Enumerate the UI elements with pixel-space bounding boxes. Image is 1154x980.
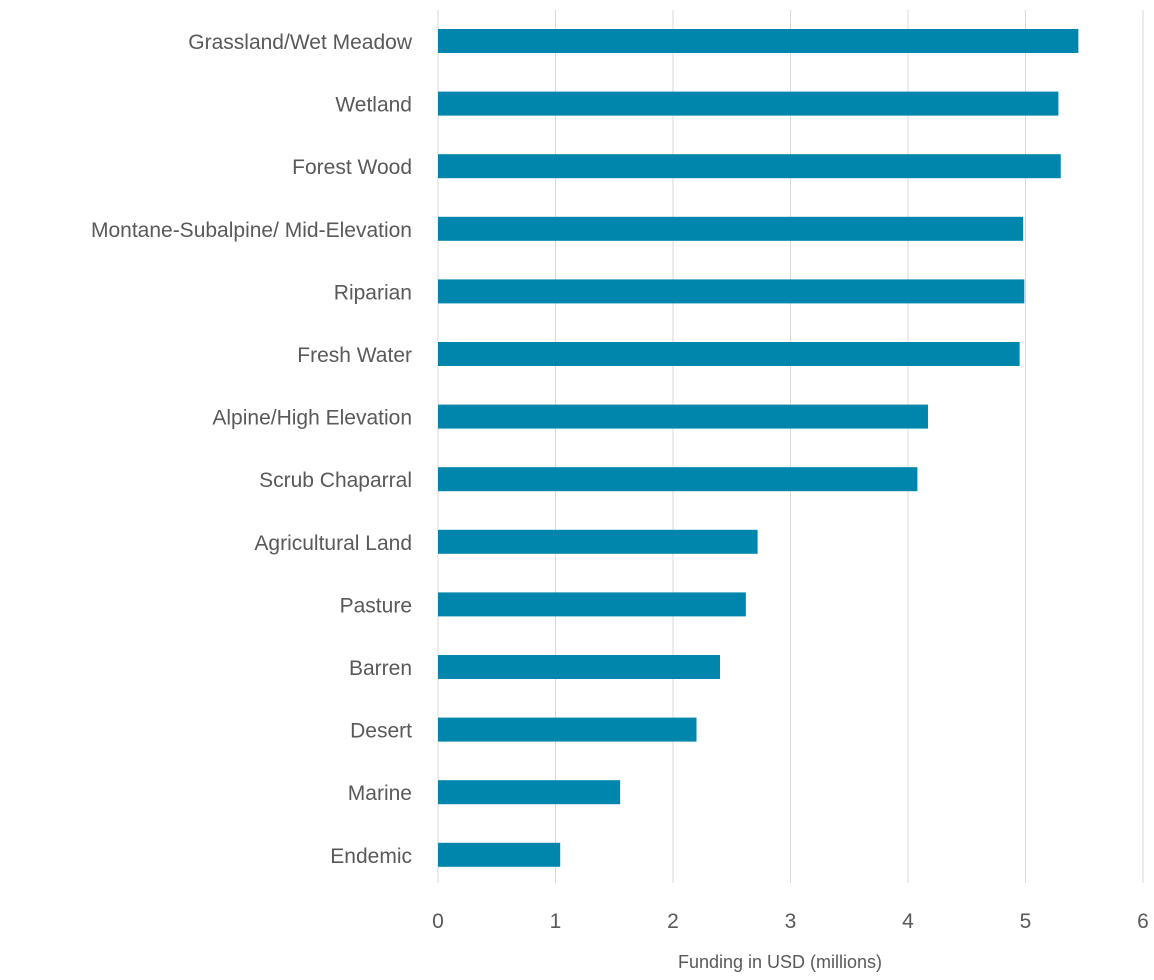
category-label-endemic: Endemic bbox=[330, 845, 412, 868]
x-tick-label-4: 4 bbox=[902, 910, 914, 933]
bar-barren bbox=[438, 655, 720, 679]
category-labels: Grassland/Wet Meadow Wetland Forest Wood Mo… bbox=[91, 31, 413, 868]
bar-agricultural-land bbox=[438, 529, 758, 554]
category-label-alpine-high-elevation: Alpine/High Elevation bbox=[212, 407, 412, 430]
bar-pasture bbox=[438, 592, 746, 617]
x-tick-label-2: 2 bbox=[667, 910, 679, 933]
category-label-marine: Marine bbox=[348, 782, 412, 805]
bar-grassland-wet-meadow bbox=[438, 29, 1079, 53]
bar-riparian bbox=[438, 279, 1025, 304]
bar-forest-wood bbox=[438, 154, 1061, 179]
bar-fresh-water bbox=[438, 342, 1020, 366]
category-label-pasture: Pasture bbox=[340, 594, 412, 617]
category-label-barren: Barren bbox=[349, 657, 412, 680]
category-label-desert: Desert bbox=[350, 720, 412, 743]
bar-endemic bbox=[438, 842, 561, 867]
category-label-wetland: Wetland bbox=[335, 94, 412, 117]
gridlines bbox=[437, 10, 1144, 883]
category-label-fresh-water: Fresh Water bbox=[297, 344, 412, 367]
category-label-scrub-chaparral: Scrub Chaparral bbox=[259, 469, 412, 492]
x-tick-label-0: 0 bbox=[432, 910, 444, 933]
category-label-forest-wood: Forest Wood bbox=[292, 156, 412, 179]
x-tick-label-6: 6 bbox=[1137, 910, 1149, 933]
category-label-riparian: Riparian bbox=[334, 281, 412, 304]
category-label-agricultural-land: Agricultural Land bbox=[254, 532, 412, 555]
bar-desert bbox=[438, 717, 697, 742]
category-label-grassland-wet-meadow: Grassland/Wet Meadow bbox=[188, 31, 413, 54]
x-tick-labels: 0 1 2 3 4 5 6 bbox=[432, 910, 1149, 933]
bar-alpine-high-elevation bbox=[438, 404, 928, 429]
bar-wetland bbox=[438, 91, 1059, 116]
bars bbox=[438, 29, 1079, 867]
bar-montane-subalpine-mid-elevation bbox=[438, 216, 1024, 241]
x-axis-title: Funding in USD (millions) bbox=[678, 952, 882, 972]
x-tick-label-5: 5 bbox=[1020, 910, 1032, 933]
bar-scrub-chaparral bbox=[438, 467, 918, 492]
bar-marine bbox=[438, 780, 621, 805]
x-tick-label-1: 1 bbox=[550, 910, 562, 933]
category-label-montane-subalpine-mid-elevation: Montane-Subalpine/ Mid-Elevation bbox=[91, 219, 412, 242]
x-tick-label-3: 3 bbox=[785, 910, 797, 933]
